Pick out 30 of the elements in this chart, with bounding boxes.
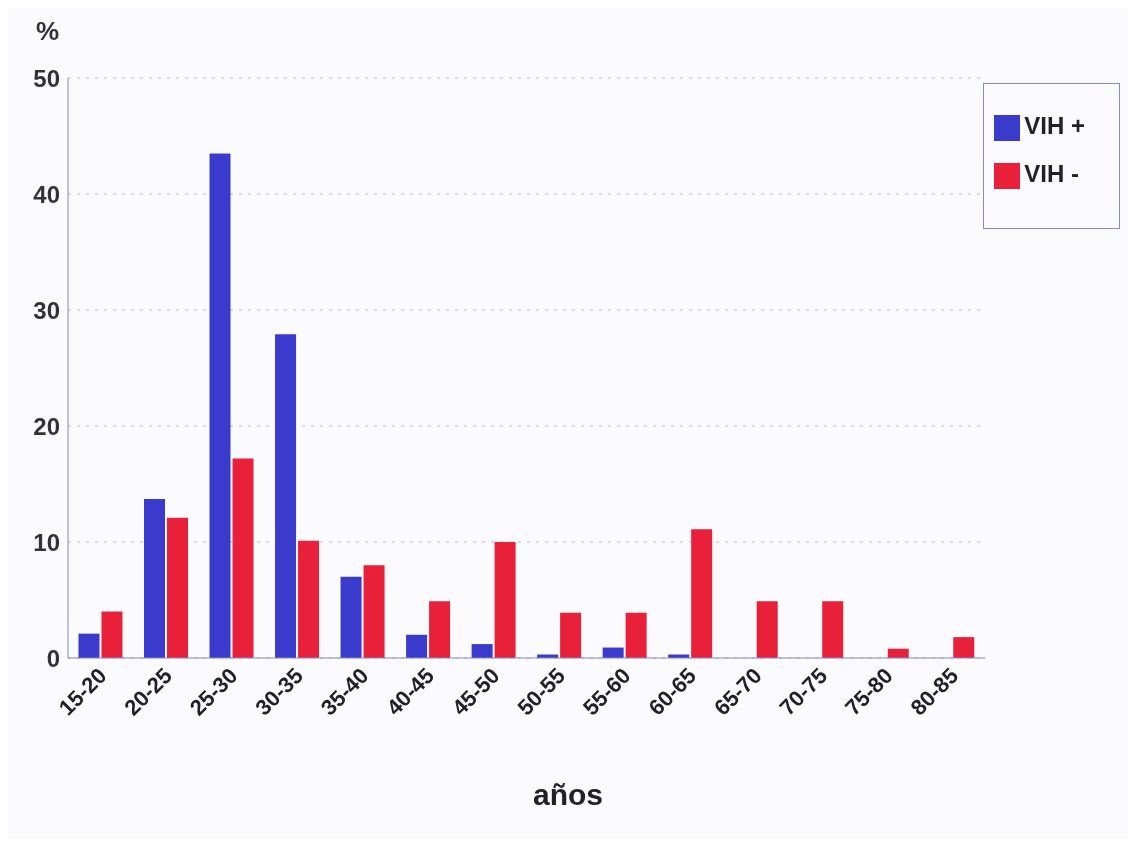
legend-label: VIH + (1024, 112, 1085, 139)
bar (275, 334, 297, 658)
y-tick-label: 40 (33, 180, 60, 208)
bar (756, 601, 778, 658)
bar (429, 601, 451, 658)
y-axis-title: % (36, 16, 60, 47)
bar (167, 517, 188, 658)
bar (209, 153, 231, 658)
y-tick-label: 0 (46, 644, 60, 672)
y-tick-label: 20 (33, 412, 60, 440)
bar (822, 601, 844, 658)
bar (363, 565, 385, 658)
legend-label: VIH - (1024, 160, 1079, 187)
bar (78, 633, 100, 658)
bar (340, 576, 362, 658)
bar (560, 612, 582, 658)
bar (691, 529, 713, 658)
y-tick-label: 50 (33, 64, 60, 92)
bar (494, 542, 516, 658)
bar (406, 634, 428, 658)
x-axis-title: años (532, 778, 604, 812)
y-tick-label: 10 (33, 528, 60, 556)
bar (144, 499, 165, 658)
bar (298, 540, 320, 658)
bar (101, 611, 123, 658)
bar (471, 644, 493, 658)
bar (625, 612, 647, 658)
bar (953, 637, 975, 658)
y-tick-label: 30 (33, 296, 60, 324)
bar (232, 458, 254, 658)
